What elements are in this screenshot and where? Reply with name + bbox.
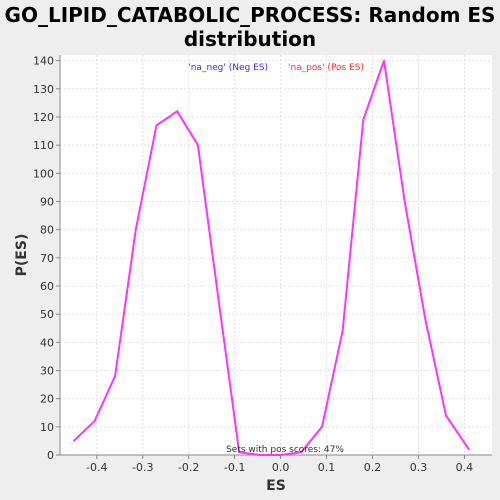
y-tick-label: 40	[40, 336, 54, 349]
data-point	[300, 451, 303, 454]
pos-score-annotation: Sets with pos scores: 47%	[226, 445, 344, 455]
plot-area	[60, 55, 492, 455]
y-tick-label: 60	[40, 280, 54, 293]
y-tick-label: 130	[33, 83, 54, 96]
x-tick-label: 0.4	[456, 461, 474, 474]
x-axis-label: ES	[266, 478, 286, 494]
data-point	[341, 330, 344, 332]
x-tick-label: 0.1	[318, 461, 336, 474]
x-tick-label: -0.1	[224, 461, 245, 474]
y-tick-label: 140	[33, 55, 54, 68]
data-point	[424, 319, 427, 321]
data-point	[73, 440, 75, 442]
y-tick-label: 100	[33, 167, 54, 180]
grid	[60, 55, 492, 456]
data-point	[155, 124, 158, 127]
data-point	[383, 59, 385, 62]
legend-neg: 'na_neg' (Neg ES)	[188, 63, 268, 73]
x-tick-label: 0.0	[272, 461, 290, 474]
data-point	[259, 454, 261, 456]
data-point	[114, 375, 116, 377]
y-tick-label: 90	[40, 195, 54, 208]
x-tick-label: -0.3	[132, 461, 153, 474]
y-tick-label: 80	[40, 224, 54, 237]
y-tick-label: 120	[33, 111, 54, 124]
y-axis-label: P(ES)	[14, 234, 30, 277]
y-tick-label: 20	[40, 393, 54, 406]
y-tick-label: 10	[40, 421, 54, 434]
x-tick-label: -0.2	[178, 461, 199, 474]
data-point	[217, 299, 220, 301]
data-point	[279, 454, 282, 456]
chart-title-line-1: GO_LIPID_CATABOLIC_PROCESS: Random ES	[4, 3, 496, 27]
chart-title-line-2: distribution	[183, 27, 317, 51]
y-tick-label: 70	[40, 252, 54, 265]
data-point	[321, 426, 323, 428]
y-tick-label: 0	[47, 449, 54, 462]
data-point	[445, 414, 447, 417]
data-point	[468, 448, 470, 451]
data-point	[176, 110, 178, 113]
data-point	[403, 200, 406, 203]
data-point	[362, 119, 365, 121]
data-point	[135, 228, 137, 231]
series-group	[73, 59, 470, 456]
legend-pos: 'na_pos' (Pos ES)	[288, 63, 364, 73]
x-tick-label: 0.3	[410, 461, 428, 474]
data-point	[197, 144, 199, 146]
y-tick-label: 50	[40, 308, 54, 321]
x-tick-label: 0.2	[364, 461, 382, 474]
x-tick-label: -0.4	[86, 461, 107, 474]
y-tick-label: 110	[33, 139, 54, 152]
ticks: 0 10 20 30 40 50 60 70 80 90 100 110 120 130 140 -0.4 -0…	[33, 55, 473, 474]
es-distribution-line	[73, 60, 470, 456]
data-point	[93, 420, 96, 423]
y-tick-label: 30	[40, 364, 54, 377]
data-point	[238, 451, 240, 454]
